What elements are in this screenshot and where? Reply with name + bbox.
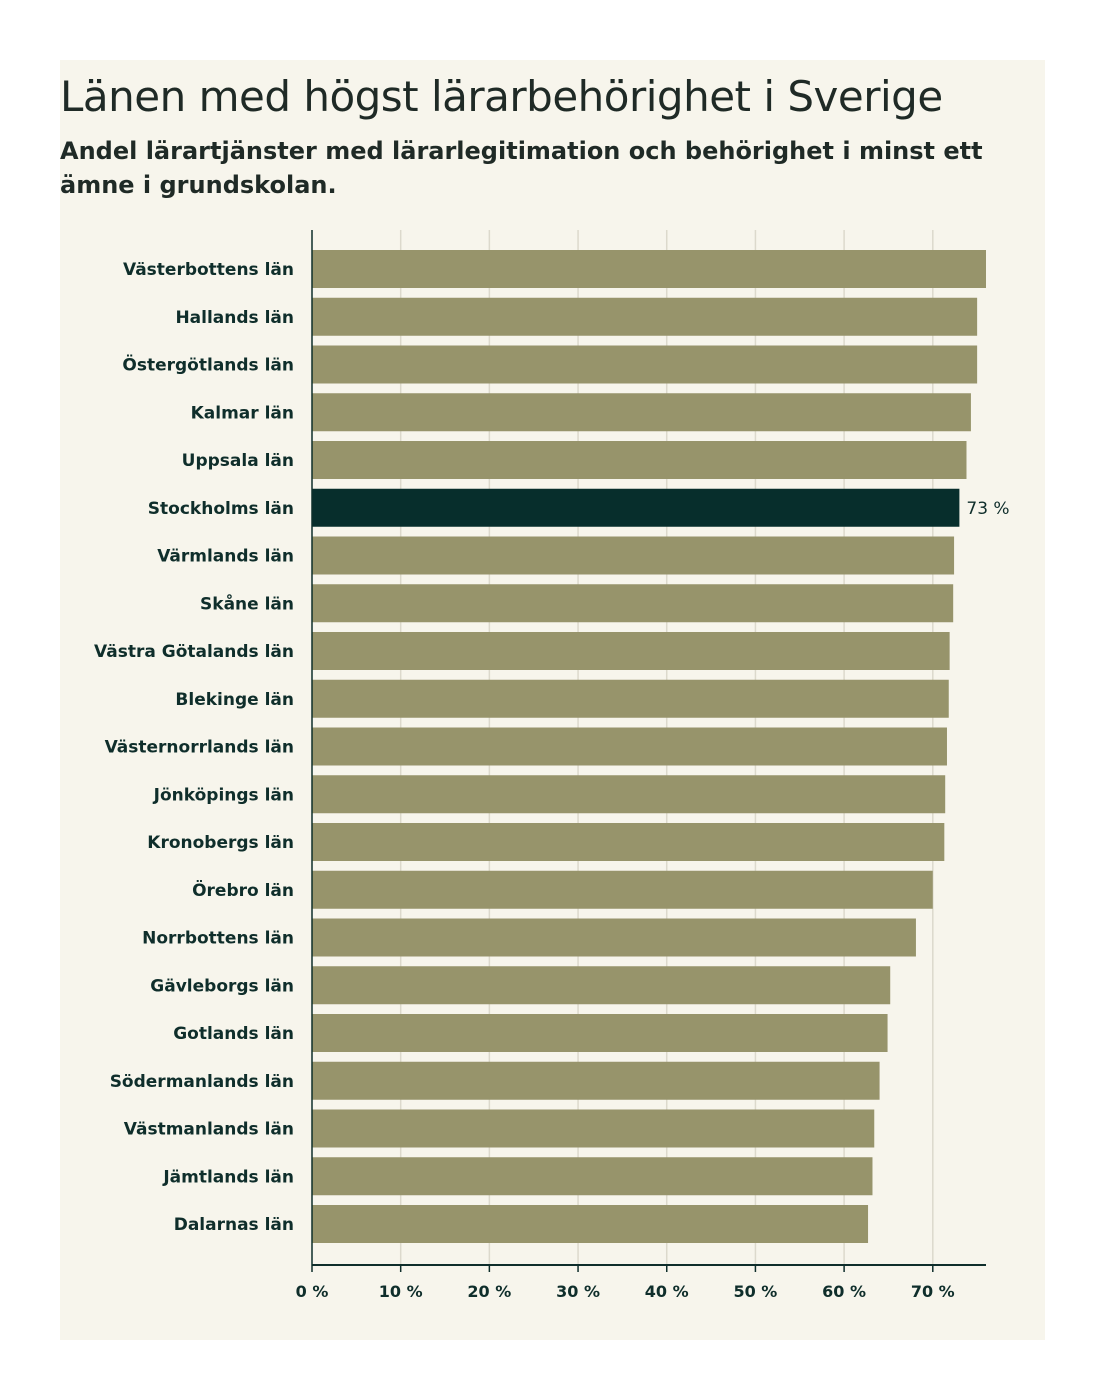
category-label: Hallands län [175, 308, 294, 328]
category-label: Kalmar län [191, 403, 294, 423]
category-label: Västernorrlands län [105, 738, 294, 758]
bar-chart: Västerbottens län Hallands län Östergötlan… [94, 230, 1010, 1301]
x-tick-label: 70 % [911, 1282, 955, 1301]
category-label: Uppsala län [182, 451, 294, 471]
category-label: Jämtlands län [162, 1167, 294, 1187]
category-label: Västerbottens län [123, 260, 294, 280]
category-label: Blekinge län [175, 690, 294, 710]
x-tick-label: 20 % [467, 1282, 511, 1301]
bar [312, 727, 947, 766]
bar [312, 1109, 875, 1148]
category-label: Stockholms län [148, 499, 294, 519]
category-label: Södermanlands län [110, 1072, 294, 1092]
category-label: Kronobergs län [147, 833, 294, 853]
bar [312, 1061, 880, 1100]
category-label: Jönköpings län [153, 785, 294, 805]
bar [312, 1157, 873, 1196]
category-label: Västra Götalands län [94, 642, 294, 662]
chart-card: Länen med högst lärarbehörighet i Sverig… [60, 60, 1045, 1340]
x-tick-label: 50 % [733, 1282, 777, 1301]
bar [312, 679, 949, 718]
category-label: Norrbottens län [142, 929, 294, 949]
category-label: Dalarnas län [174, 1215, 294, 1235]
category-label: Örebro län [192, 879, 294, 901]
x-tick-label: 0 % [296, 1282, 329, 1301]
category-label: Gävleborgs län [150, 976, 294, 996]
category-label: Gotlands län [173, 1024, 294, 1044]
bar [312, 297, 978, 336]
bar [312, 918, 916, 957]
bar [312, 250, 986, 288]
category-label: Östergötlands län [122, 354, 294, 376]
x-tick-label: 30 % [556, 1282, 600, 1301]
chart-title: Länen med högst lärarbehörighet i Sverig… [60, 72, 943, 121]
bar [312, 584, 954, 623]
bar [312, 345, 978, 384]
x-tick-label: 10 % [379, 1282, 423, 1301]
bar [312, 1014, 888, 1052]
bar [312, 488, 960, 527]
bar [312, 823, 945, 861]
category-label: Värmlands län [157, 547, 294, 567]
bar [312, 966, 891, 1005]
data-label: 73 % [966, 499, 1009, 519]
bar [312, 441, 967, 479]
chart-subtitle: Andel lärartjänster med lärarlegitimatio… [60, 137, 983, 199]
x-tick-label: 40 % [645, 1282, 689, 1301]
bar [312, 775, 946, 814]
bar [312, 1205, 869, 1243]
x-tick-label: 60 % [822, 1282, 866, 1301]
bar [312, 632, 950, 670]
bar [312, 536, 955, 575]
category-label: Skåne län [200, 592, 294, 614]
bar [312, 870, 933, 909]
bar [312, 393, 971, 432]
category-label: Västmanlands län [124, 1120, 294, 1140]
